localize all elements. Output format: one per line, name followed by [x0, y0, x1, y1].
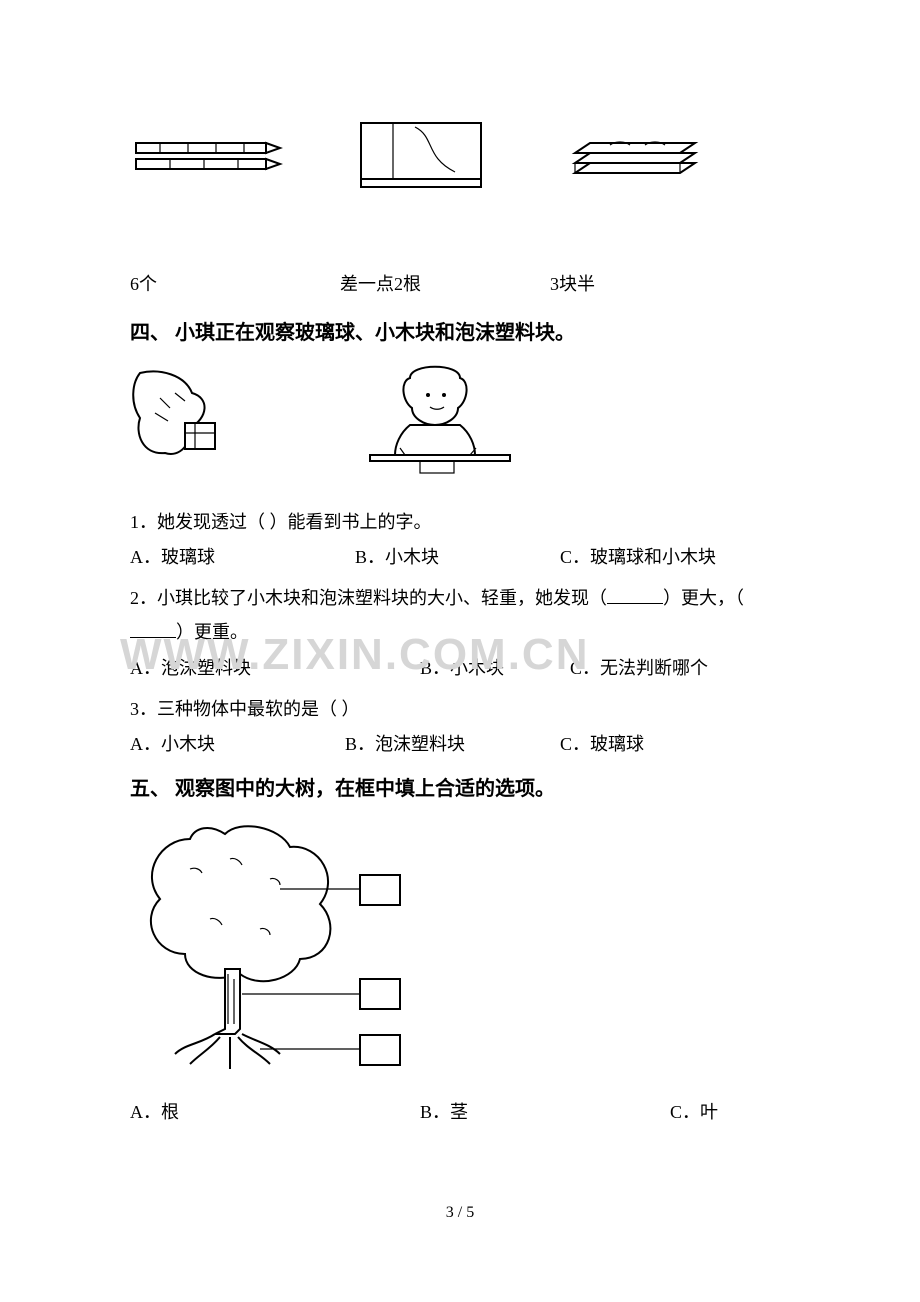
- page-number: 3 / 5: [130, 1204, 790, 1222]
- measure-2: 差一点2根: [340, 270, 550, 296]
- measure-1: 6个: [130, 270, 340, 296]
- q4-2-optC: C．无法判断哪个: [570, 654, 708, 680]
- q4-2-line1b: ）更大，（: [663, 588, 744, 608]
- pencils-icon: [130, 120, 290, 190]
- q4-3-stem: 3．三种物体中最软的是（ ）: [130, 692, 790, 726]
- q4-1-optA: A．玻璃球: [130, 543, 355, 569]
- q4-2-line1a: 2．小琪比较了小木块和泡沫塑料块的大小、轻重，她发现（: [130, 588, 607, 608]
- page: 6个 差一点2根 3块半 四、 小琪正在观察玻璃球、小木块和泡沫塑料块。: [0, 0, 920, 1262]
- hand-block-icon: [130, 363, 270, 473]
- measure-1-text: 6个: [130, 274, 157, 294]
- q4-2-blank1[interactable]: [607, 588, 663, 604]
- q4-2-line2: ）更重。: [176, 622, 248, 642]
- q4-3-options: A．小木块 B．泡沫塑料块 C．玻璃球: [130, 730, 790, 756]
- measure-2-text: 差一点2根: [340, 274, 421, 294]
- q4-2-options: A．泡沫塑料块 B．小木块 C．无法判断哪个: [130, 654, 790, 680]
- section5-title: 五、 观察图中的大树，在框中填上合适的选项。: [130, 772, 790, 801]
- q4-2-optB: B．小木块: [420, 654, 570, 680]
- section3-labels: 6个 差一点2根 3块半: [130, 270, 790, 296]
- section5-options: A．根 B．茎 C．叶: [130, 1098, 790, 1124]
- q4-1-optC: C．玻璃球和小木块: [560, 543, 716, 569]
- measure-3-text: 3块半: [550, 274, 595, 294]
- s5-optA: A．根: [130, 1098, 420, 1124]
- ruler-board-icon: [350, 120, 500, 190]
- q4-1-options: A．玻璃球 B．小木块 C．玻璃球和小木块: [130, 543, 790, 569]
- q4-2-blank2[interactable]: [130, 622, 176, 638]
- q4-1-stem: 1．她发现透过（ ）能看到书上的字。: [130, 505, 790, 539]
- section4-title: 四、 小琪正在观察玻璃球、小木块和泡沫塑料块。: [130, 316, 790, 345]
- q4-2-optA: A．泡沫塑料块: [130, 654, 420, 680]
- q4-3-optA: A．小木块: [130, 730, 345, 756]
- q4-1-optB: B．小木块: [355, 543, 560, 569]
- girl-desk-icon: [350, 363, 530, 483]
- eraser-stack-icon: [560, 120, 710, 190]
- s5-optB: B．茎: [420, 1098, 670, 1124]
- q4-3-optB: B．泡沫塑料块: [345, 730, 560, 756]
- section4-image-row: [130, 363, 790, 483]
- q4-2-stem: 2．小琪比较了小木块和泡沫塑料块的大小、轻重，她发现（ ）更大，（ ）更重。: [130, 581, 790, 649]
- q4-3-optC: C．玻璃球: [560, 730, 644, 756]
- measure-3: 3块半: [550, 270, 595, 296]
- tree-figure: [130, 819, 790, 1084]
- section3-image-row: [130, 120, 790, 190]
- s5-optC: C．叶: [670, 1098, 718, 1124]
